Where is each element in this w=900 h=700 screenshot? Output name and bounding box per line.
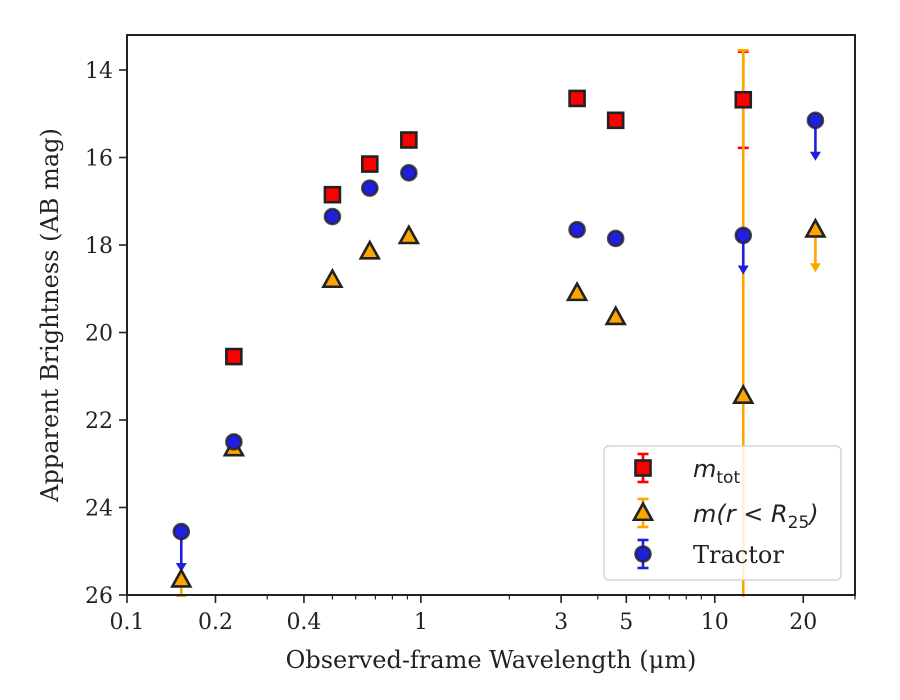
mtot-point <box>225 347 243 366</box>
legend-label-subscript: 25 <box>788 513 810 533</box>
legend-label-mtot: mtot <box>693 455 740 488</box>
legend: mtot m(r < R25) Tractor <box>603 445 842 581</box>
mtot-point <box>360 155 379 173</box>
x-tick-label: 20 <box>789 610 817 635</box>
legend-box <box>603 445 842 581</box>
tractor-point <box>806 111 825 130</box>
x-tick-label: 0.1 <box>110 610 145 635</box>
x-tick-label: 0.4 <box>286 610 321 635</box>
legend-label-tractor: Tractor <box>693 541 784 569</box>
x-tick-label: 0.2 <box>198 610 233 635</box>
legend-label-suffix: ) <box>807 500 818 528</box>
legend-marker-tractor <box>634 545 652 563</box>
mtot-point <box>734 90 753 109</box>
tractor-point <box>606 229 625 248</box>
tractor-point <box>734 226 753 245</box>
tractor-point <box>360 179 379 197</box>
x-axis-label: Observed-frame Wavelength (μm) <box>286 646 697 674</box>
tractor-upper-limit-arrow-head <box>175 562 187 572</box>
y-tick-label: 16 <box>85 147 113 172</box>
tractor-upper-limit-arrow-head <box>809 151 821 161</box>
legend-marker-mtot <box>634 459 652 477</box>
mr25-point <box>604 305 627 326</box>
x-tick-label: 5 <box>619 610 633 635</box>
plot-marks <box>170 49 827 597</box>
y-tick-label: 18 <box>85 234 113 259</box>
legend-label-mr25: m(r < R25) <box>693 500 819 533</box>
y-axis-label: Apparent Brightness (AB mag) <box>36 128 64 503</box>
legend-label-main: m <box>693 455 716 483</box>
plot-frame <box>126 34 856 596</box>
mtot-point <box>568 89 586 108</box>
mtot-point <box>400 131 418 149</box>
legend-marker-mr25 <box>631 500 655 522</box>
mtot-point <box>606 111 625 130</box>
mr25-point <box>170 567 193 588</box>
mr25-point <box>565 280 589 302</box>
mr25-point <box>732 383 755 404</box>
tractor-point <box>400 164 418 182</box>
x-tick-label: 3 <box>554 610 568 635</box>
x-tick-label: 1 <box>414 610 428 635</box>
tractor-upper-limit-arrow-head <box>737 265 749 275</box>
y-tick-label: 22 <box>85 409 113 434</box>
mr25-point <box>358 239 381 260</box>
y-tick-label: 20 <box>85 322 113 347</box>
tractor-point <box>568 220 586 239</box>
mr25-point <box>804 217 827 238</box>
x-tick-label: 10 <box>701 610 729 635</box>
y-tick-label: 24 <box>85 497 113 522</box>
tractor-point <box>225 433 243 451</box>
mr25-point <box>321 267 344 289</box>
tractor-point <box>172 522 191 541</box>
y-tick-label: 14 <box>85 59 113 84</box>
axis-ticks: 0.1 0.2 0.4 1 3 5 10 20 14 16 18 20 22 24 26 <box>85 59 856 635</box>
y-tick-label: 26 <box>85 584 113 609</box>
legend-label-main: m(r < R <box>693 500 788 528</box>
mr25-upper-limit-arrow-head <box>175 595 187 597</box>
tractor-point <box>323 207 342 226</box>
mr25-point <box>397 224 421 245</box>
mtot-point <box>323 185 342 204</box>
legend-label-main: Tractor <box>693 541 784 569</box>
mr25-upper-limit-arrow-head <box>809 263 821 273</box>
legend-label-subscript: tot <box>716 468 740 488</box>
